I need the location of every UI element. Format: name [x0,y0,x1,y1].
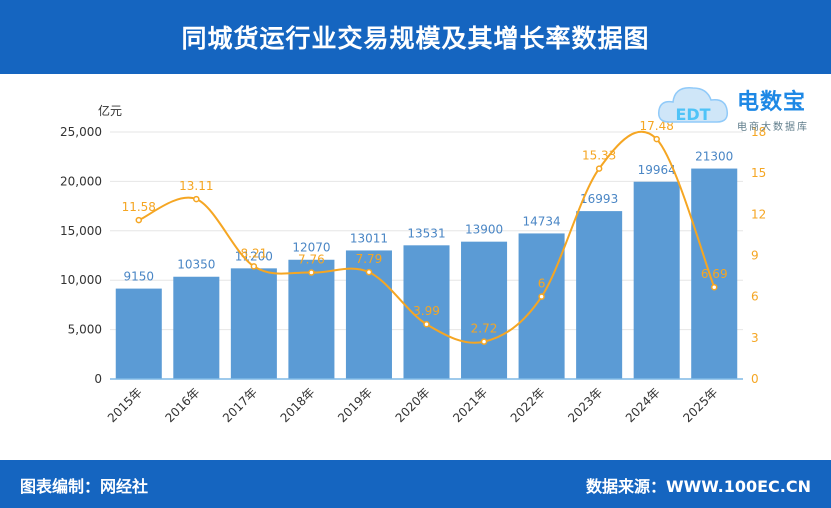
x-tick-label: 2021年 [450,385,490,425]
y-right-tick-label: 6 [751,290,759,304]
bar-value-label: 19964 [638,163,676,177]
logo-brand: 电数宝 [737,90,807,115]
bar-value-label: 14734 [522,214,560,228]
bar-value-label: 13900 [465,223,503,237]
growth-rate-point [365,268,373,276]
y-right-tick-label: 12 [751,207,766,221]
y-left-tick-label: 10,000 [60,273,102,287]
bar [230,268,277,379]
x-tick-label: 2018年 [278,385,318,425]
growth-rate-point [250,263,258,270]
x-tick-label: 2025年 [680,385,720,425]
title-banner: 同城货运行业交易规模及其增长率数据图 [0,0,831,74]
y-left-tick-label: 0 [94,372,102,386]
y-left-unit-label: 亿元 [98,103,122,118]
bar-value-label: 13011 [350,231,388,245]
bar [173,276,220,379]
growth-rate-label: 6.69 [701,267,728,281]
growth-rate-label: 7.79 [356,252,383,266]
growth-rate-point [423,320,430,328]
bar [691,168,738,379]
y-left-tick-label: 15,000 [60,224,102,238]
y-right-tick-label: 3 [751,331,759,345]
x-tick-label: 2020年 [393,385,433,425]
x-tick-label: 2024年 [623,385,663,425]
growth-rate-line [138,130,716,344]
growth-rate-point [480,338,488,345]
cloud-logo-icon: EDT [657,87,729,124]
y-left-tick-label: 25,000 [60,125,102,139]
growth-rate-label: 6 [538,277,546,291]
bar [576,211,623,379]
y-right-tick-label: 0 [751,372,759,386]
growth-rate-label: 7.76 [298,253,325,267]
x-tick-label: 2022年 [508,385,548,425]
growth-rate-point [135,216,143,224]
x-tick-label: 2016年 [162,385,202,425]
growth-rate-label: 2.72 [471,322,498,336]
growth-rate-point [193,195,200,203]
bar-value-label: 13531 [407,226,445,240]
growth-rate-point [710,283,718,291]
growth-rate-label: 13.11 [179,179,213,193]
bar-line-chart: 0 5,000 10,000 15,000 20,000 25,000 亿元 0 3 6 9 12 15… [60,103,766,425]
bar [633,181,680,379]
x-tick-label: 2019年 [335,385,375,425]
growth-rate-point [538,293,545,300]
growth-rate-label: 15.33 [582,149,616,163]
logo: EDT 电数宝 电商大数据库 [655,78,825,140]
bar [461,241,508,379]
bar [518,233,565,379]
bar-value-label: 9150 [123,270,154,284]
page-title: 同城货运行业交易规模及其增长率数据图 [181,24,650,53]
bar-value-label: 10350 [177,258,215,272]
y-right-tick-label: 15 [751,166,766,180]
bar-value-label: 21300 [695,150,733,164]
y-right-tick-label: 18 [751,125,766,139]
x-tick-label: 2023年 [565,385,605,425]
footer-source: 数据来源：WWW.100EC.CN [585,477,811,496]
x-tick-label: 2015年 [105,385,145,425]
growth-rate-label: 17.48 [640,119,674,133]
footer-banner: 图表编制：网经社 数据来源：WWW.100EC.CN [0,460,831,508]
logo-subtitle: 电商大数据库 [737,122,809,133]
growth-rate-point [595,165,603,172]
bar-value-label: 11200 [235,249,273,263]
y-left-tick-label: 5,000 [68,323,102,337]
growth-rate-point [308,269,315,276]
y-right-tick-label: 9 [751,249,759,263]
logo-mark: EDT [675,105,710,124]
bar [288,259,335,379]
growth-rate-label: 11.58 [122,200,156,214]
footer-credit: 图表编制：网经社 [20,477,149,496]
growth-rate-label: 8.21 [241,246,268,260]
bar-value-label: 12070 [292,241,330,255]
bar [115,288,162,379]
growth-rate-label: 3.99 [413,304,440,318]
y-left-tick-label: 20,000 [60,174,102,188]
bar-value-label: 16993 [580,192,618,206]
growth-rate-point [653,135,660,143]
x-tick-label: 2017年 [220,385,260,425]
